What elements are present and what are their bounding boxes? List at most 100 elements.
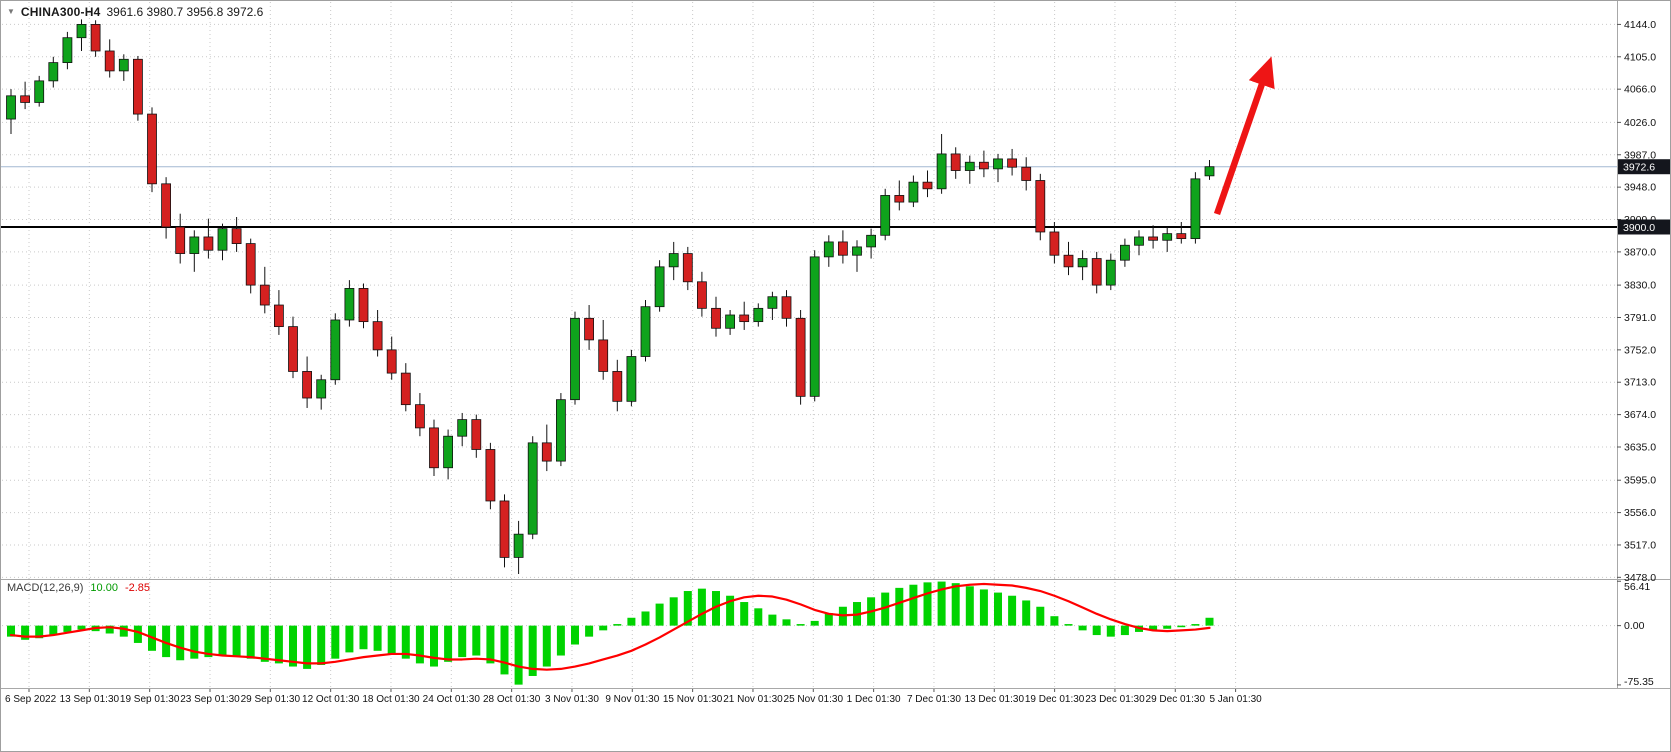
candle — [316, 374, 327, 410]
macd-bar — [655, 603, 664, 626]
macd-bar — [782, 619, 791, 626]
price-tick-label: 4144.0 — [1624, 19, 1656, 31]
candle-body — [795, 317, 806, 397]
price-axis[interactable]: 4144.04105.04066.04026.03987.03948.03909… — [1617, 19, 1656, 584]
time-axis[interactable]: 6 Sep 2022 13 Sep 01:30 19 Sep 01:30 23 Sep… — [5, 689, 1262, 705]
candle-body — [1176, 233, 1187, 240]
chart-menu-icon[interactable]: ▼ — [7, 7, 15, 16]
candle-body — [725, 314, 735, 329]
candle-body — [386, 349, 397, 374]
macd-bar — [218, 625, 227, 656]
candle — [1063, 241, 1074, 276]
candle-body — [1091, 258, 1102, 286]
candle — [682, 246, 693, 291]
candle-body — [485, 449, 496, 502]
macd-bar — [1191, 624, 1200, 626]
macd-bar — [7, 625, 15, 637]
candle — [104, 39, 115, 78]
candle — [485, 442, 496, 510]
time-tick-label: 19 Sep 01:30 — [120, 694, 180, 705]
price-tick-label: 3478.0 — [1624, 572, 1656, 584]
signal-polyline — [9, 582, 1211, 671]
macd-bar — [472, 625, 481, 656]
candle — [118, 54, 129, 81]
macd-signal-line — [9, 582, 1211, 671]
candle — [1077, 250, 1088, 281]
candle — [556, 393, 566, 467]
candle-body — [62, 37, 73, 64]
candle — [147, 107, 157, 193]
candle-body — [1190, 178, 1201, 240]
candle — [330, 313, 341, 385]
candle-body — [1204, 166, 1215, 177]
candle — [499, 494, 510, 568]
candle — [203, 218, 214, 259]
candle — [1204, 159, 1215, 180]
candle-body — [739, 314, 750, 323]
macd-axis[interactable]: 56.41 0.00 -75.35 — [1617, 580, 1654, 688]
macd-bar — [669, 597, 678, 626]
macd-bar — [1120, 625, 1129, 636]
price-marker-text: 3972.6 — [1623, 162, 1655, 174]
pane-separator[interactable] — [1, 1, 1671, 689]
candle-body — [34, 80, 45, 103]
candle — [217, 223, 228, 261]
time-tick-label: 21 Nov 01:30 — [723, 694, 783, 705]
macd-bar — [49, 625, 58, 636]
candle-body — [189, 236, 200, 254]
level-price-marker: 3900.0 — [1618, 219, 1670, 235]
candle — [1105, 253, 1116, 291]
candle-body — [104, 50, 115, 72]
candle — [598, 319, 609, 380]
candle-body — [288, 326, 298, 372]
candle — [189, 230, 200, 272]
macd-bar — [387, 625, 396, 654]
trend-arrow-annotation[interactable] — [1213, 56, 1275, 216]
macd-bar — [627, 617, 636, 626]
time-tick-label: 23 Dec 01:30 — [1085, 694, 1145, 705]
time-tick-label: 13 Dec 01:30 — [965, 694, 1025, 705]
macd-bar — [514, 625, 523, 685]
price-tick-label: 3870.0 — [1624, 246, 1656, 258]
macd-bar — [585, 625, 594, 637]
candle-body — [1120, 244, 1130, 261]
candle — [809, 250, 820, 402]
candle — [1021, 157, 1032, 191]
candle-body — [598, 339, 609, 372]
macd-bar — [77, 625, 86, 630]
macd-bar — [1050, 616, 1059, 626]
macd-bar — [444, 625, 453, 662]
candle-body — [330, 319, 341, 381]
candle-body — [654, 266, 665, 308]
candle — [62, 31, 73, 70]
candle — [908, 175, 919, 208]
candle — [612, 359, 623, 412]
candle — [753, 303, 764, 327]
candle-body — [908, 181, 919, 203]
macd-bar — [317, 625, 326, 665]
candle — [781, 290, 792, 327]
candle — [358, 283, 369, 329]
macd-bar — [232, 625, 241, 656]
macd-bar — [810, 620, 819, 626]
macd-bar — [246, 625, 255, 659]
macd-bar — [1106, 625, 1115, 637]
candle — [471, 414, 482, 458]
current-price-marker: 3972.6 — [1618, 159, 1670, 175]
macd-bar — [500, 625, 509, 675]
candle-body — [203, 236, 214, 251]
candle-body — [414, 404, 425, 429]
candle-body — [809, 256, 820, 397]
candle — [1176, 222, 1187, 244]
arrow-shaft[interactable] — [1213, 56, 1275, 216]
price-marker-box — [1618, 159, 1670, 175]
price-marker-box — [1618, 219, 1670, 235]
macd-bar — [768, 614, 777, 626]
candle-body — [866, 234, 876, 248]
candle — [640, 300, 651, 362]
macd-bar — [289, 625, 297, 667]
ohlc-readout: 3961.6 3980.7 3956.8 3972.6 — [106, 5, 264, 19]
time-tick-label: 23 Sep 01:30 — [180, 694, 240, 705]
candle — [894, 180, 905, 211]
